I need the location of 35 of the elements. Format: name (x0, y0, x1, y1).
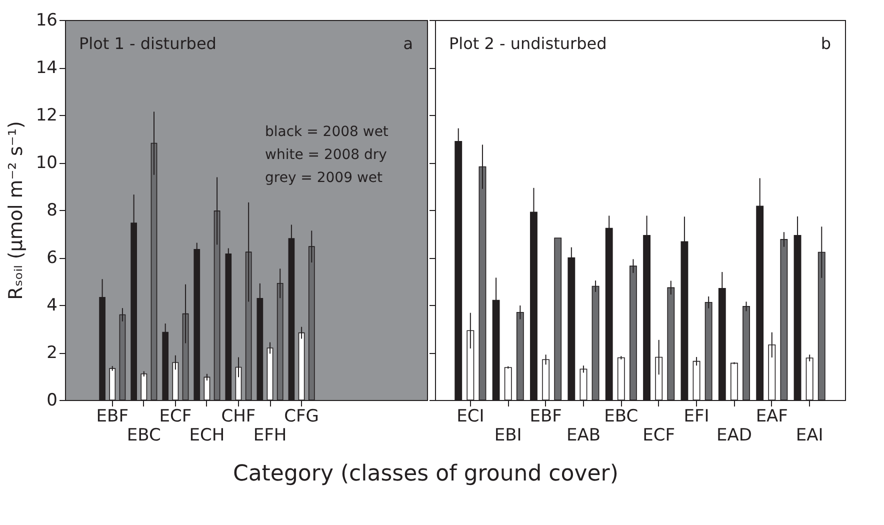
annotation: white = 2008 dry (265, 147, 387, 163)
text: a (403, 34, 413, 53)
x-tick-label: EBI (494, 426, 522, 446)
x-tick-label: EAI (796, 426, 824, 446)
annotation: grey = 2009 wet (265, 170, 384, 186)
x-tick-label: EBC (126, 426, 161, 446)
x-tick-label: EFI (684, 406, 710, 426)
x-tick-label: EBC (604, 406, 638, 426)
y-tick-label: 2 (46, 343, 58, 363)
y-tick-label: 10 (36, 153, 58, 173)
y-tick-label: 16 (36, 10, 58, 30)
x-tick-label: EBF (530, 406, 562, 426)
y-tick-label: 8 (46, 200, 58, 220)
annotation: Plot 2 - undisturbed (449, 34, 607, 53)
x-tick-label: ECH (189, 426, 225, 446)
y-tick-label: 14 (36, 58, 58, 78)
y-tick-label: 4 (46, 296, 58, 316)
y-tick-label: 12 (36, 106, 58, 126)
annotation: Plot 1 - disturbed (79, 34, 216, 53)
y-axis-title: Rₛₒᵢₗ (µmol m⁻² s⁻¹) (4, 121, 27, 300)
y-tick-label: 6 (46, 248, 58, 268)
x-tick-label: EAB (566, 426, 600, 446)
x-tick-label: EAF (756, 406, 788, 426)
x-tick-label: EBF (96, 406, 128, 426)
x-tick-label: ECF (642, 426, 676, 446)
x-tick-label: EFH (253, 426, 287, 446)
x-axis-title: Category (classes of ground cover) (232, 462, 618, 486)
y-tick-label: 0 (46, 390, 58, 410)
x-tick-label: ECI (456, 406, 484, 426)
annotation: black = 2008 wet (265, 124, 389, 140)
x-tick-label: CFG (284, 406, 319, 426)
annotation: b (820, 34, 831, 53)
x-tick-label: EAD (716, 426, 752, 446)
x-tick-label: ECF (159, 406, 192, 426)
x-tick-label: CHF (221, 406, 256, 426)
